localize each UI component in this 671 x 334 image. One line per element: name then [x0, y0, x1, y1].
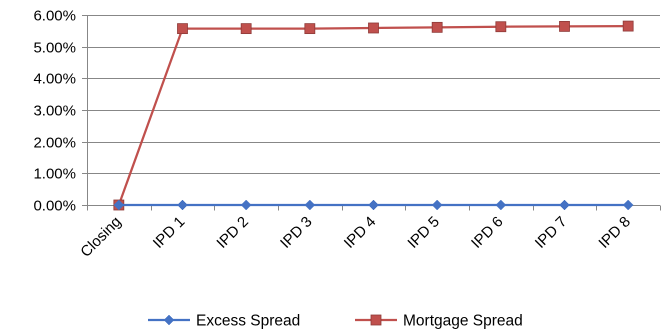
data-point	[113, 199, 125, 211]
data-point	[495, 199, 507, 211]
data-point	[495, 21, 507, 33]
x-tick-labels: Closing IPD 1 IPD 2 IPD 3 IPD 4 IPD 5 IPD 6 IPD…	[77, 213, 634, 260]
x-tick-label: IPD 1	[150, 213, 189, 252]
y-tick-label: 3.00%	[33, 103, 76, 120]
legend-label: Mortgage Spread	[403, 313, 523, 330]
x-tick-label: IPD 2	[213, 213, 252, 252]
data-point	[304, 23, 316, 35]
y-tick-label: 0.00%	[33, 198, 76, 215]
series-line	[117, 24, 629, 206]
legend-swatch-marker	[370, 314, 382, 326]
legend: Excess Spread Mortgage Spread	[148, 313, 523, 330]
legend-swatch-marker	[163, 314, 175, 326]
data-point	[304, 199, 316, 211]
x-tick-label: IPD 6	[468, 213, 507, 252]
y-tick-label: 6.00%	[33, 8, 76, 25]
axes	[82, 15, 661, 211]
data-point	[177, 199, 188, 211]
x-tick-label: IPD 4	[341, 213, 380, 252]
x-tick-label: IPD 7	[532, 213, 571, 252]
data-point	[431, 199, 443, 211]
data-point	[368, 22, 379, 34]
data-point	[431, 21, 443, 33]
legend-label: Excess Spread	[196, 313, 300, 330]
data-point	[559, 20, 570, 32]
data-point	[622, 199, 634, 211]
data-point	[177, 23, 188, 35]
y-tick-label: 5.00%	[33, 40, 76, 57]
x-tick-label: Closing	[77, 213, 124, 260]
x-tick-label: IPD 8	[595, 213, 634, 252]
gridlines	[87, 15, 660, 174]
y-tick-label: 4.00%	[33, 71, 76, 88]
x-tick-label: IPD 5	[404, 213, 443, 252]
y-tick-label: 1.00%	[33, 166, 76, 183]
y-tick-labels: 0.00% 1.00% 2.00% 3.00% 4.00% 5.00% 6.00%	[33, 8, 76, 215]
series	[113, 20, 634, 211]
data-point	[368, 199, 379, 211]
data-point	[559, 199, 570, 211]
x-tick-label: IPD 3	[277, 213, 316, 252]
data-point	[240, 199, 252, 211]
data-point	[240, 23, 252, 35]
y-tick-label: 2.00%	[33, 135, 76, 152]
data-point	[622, 20, 634, 32]
